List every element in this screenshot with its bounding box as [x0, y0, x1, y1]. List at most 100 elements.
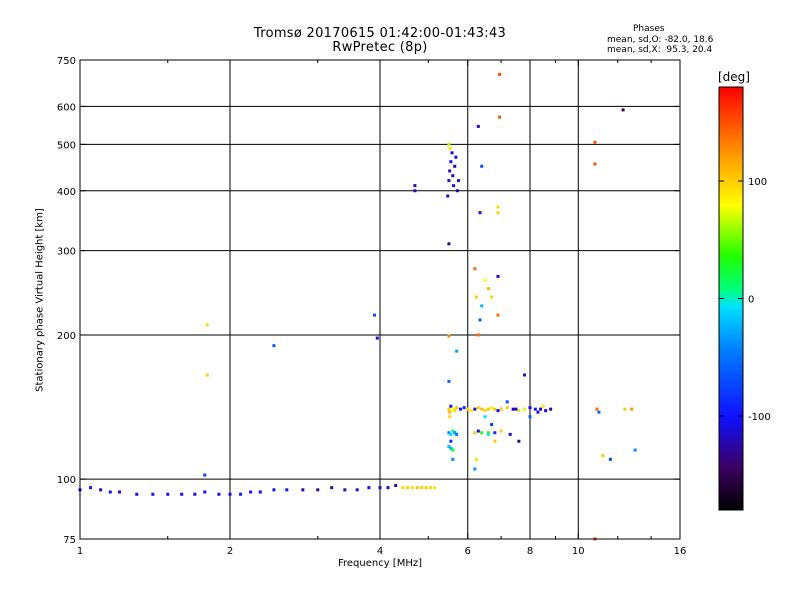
- data-point: [455, 189, 459, 193]
- data-point: [486, 431, 490, 435]
- data-point: [343, 488, 347, 492]
- data-point: [499, 407, 503, 411]
- y-tick-label: 100: [57, 475, 76, 486]
- data-point: [473, 467, 477, 471]
- data-point: [476, 124, 480, 128]
- data-point: [514, 407, 518, 411]
- data-point: [480, 431, 484, 435]
- axis-ticks: 1 2 4 6 8 10 16 75 100 200 300 400 500 600 750: [57, 56, 686, 557]
- data-point: [205, 373, 209, 377]
- data-point: [478, 211, 482, 215]
- stats-x-mode: mean, sd,X: 95.3, 20.4: [607, 45, 713, 55]
- x-tick-label: 8: [527, 546, 533, 557]
- x-tick-label: 4: [377, 546, 383, 557]
- data-point: [473, 267, 477, 271]
- data-point: [462, 406, 466, 410]
- data-point: [539, 407, 543, 411]
- data-point: [469, 409, 473, 413]
- data-point: [455, 432, 459, 436]
- data-point: [483, 409, 487, 413]
- data-point: [453, 409, 457, 413]
- y-tick-label: 200: [57, 331, 76, 342]
- data-point: [448, 169, 452, 173]
- data-point: [406, 486, 410, 490]
- data-point: [458, 407, 462, 411]
- data-point: [496, 211, 500, 215]
- data-point: [258, 490, 262, 494]
- data-point: [447, 334, 451, 338]
- grid-lines: [80, 60, 680, 539]
- data-point: [541, 404, 545, 408]
- y-tick-label: 600: [57, 102, 76, 113]
- data-point: [420, 486, 424, 490]
- data-point: [511, 407, 515, 411]
- data-point: [486, 287, 490, 291]
- data-point: [457, 179, 461, 183]
- data-point: [593, 140, 597, 144]
- data-point: [205, 323, 209, 327]
- chart-title: Tromsø 20170615 01:42:00-01:43:43: [253, 26, 507, 41]
- data-point: [498, 72, 502, 76]
- data-point: [193, 492, 197, 496]
- data-point: [447, 431, 451, 435]
- data-point: [476, 406, 480, 410]
- data-point: [108, 490, 112, 494]
- data-point: [453, 164, 457, 168]
- data-point: [490, 406, 494, 410]
- data-point: [499, 429, 503, 433]
- data-point: [451, 429, 455, 433]
- data-point: [448, 410, 452, 414]
- data-point: [375, 336, 379, 340]
- data-point: [608, 457, 612, 461]
- data-point: [448, 147, 452, 151]
- data-point: [453, 431, 457, 435]
- data-point: [447, 242, 451, 246]
- data-point: [415, 486, 419, 490]
- colorbar-tick-label: 100: [748, 177, 767, 188]
- data-point: [593, 162, 597, 166]
- data-point: [623, 407, 627, 411]
- data-point: [413, 184, 417, 188]
- data-point: [249, 490, 253, 494]
- x-tick-label: 6: [465, 546, 471, 557]
- data-point: [523, 407, 527, 411]
- chart-subtitle: RwPretec (8p): [332, 40, 428, 55]
- data-point: [533, 407, 537, 411]
- colorbar-tick-label: -100: [748, 412, 771, 423]
- x-tick-label: 1: [77, 546, 83, 557]
- data-point: [447, 407, 451, 411]
- data-point: [166, 492, 170, 496]
- data-point: [496, 313, 500, 317]
- data-point: [544, 409, 548, 413]
- data-point: [367, 486, 371, 490]
- data-point: [446, 194, 450, 198]
- data-point: [203, 490, 207, 494]
- data-point: [455, 406, 459, 410]
- data-point: [449, 432, 453, 436]
- data-point: [373, 313, 377, 317]
- data-point: [413, 189, 417, 193]
- data-point: [455, 349, 459, 353]
- data-point: [386, 486, 390, 490]
- data-point: [449, 446, 453, 450]
- colorbar-title: [deg]: [718, 70, 750, 84]
- data-point: [483, 415, 487, 419]
- phases-label: Phases: [633, 24, 665, 34]
- data-point: [480, 407, 484, 411]
- data-point: [447, 142, 451, 146]
- data-point: [473, 407, 477, 411]
- data-point: [483, 278, 487, 282]
- data-point: [517, 409, 521, 413]
- data-point: [151, 492, 155, 496]
- data-point: [496, 274, 500, 278]
- data-point: [411, 486, 415, 490]
- data-point: [378, 486, 382, 490]
- data-point: [203, 473, 207, 477]
- data-point: [355, 488, 359, 492]
- data-point: [449, 404, 453, 408]
- data-point: [549, 407, 553, 411]
- x-tick-label: 10: [572, 546, 585, 557]
- stats-o-mode: mean, sd,O: -82.0, 18.6: [607, 35, 714, 45]
- data-point: [239, 492, 243, 496]
- data-point: [272, 488, 276, 492]
